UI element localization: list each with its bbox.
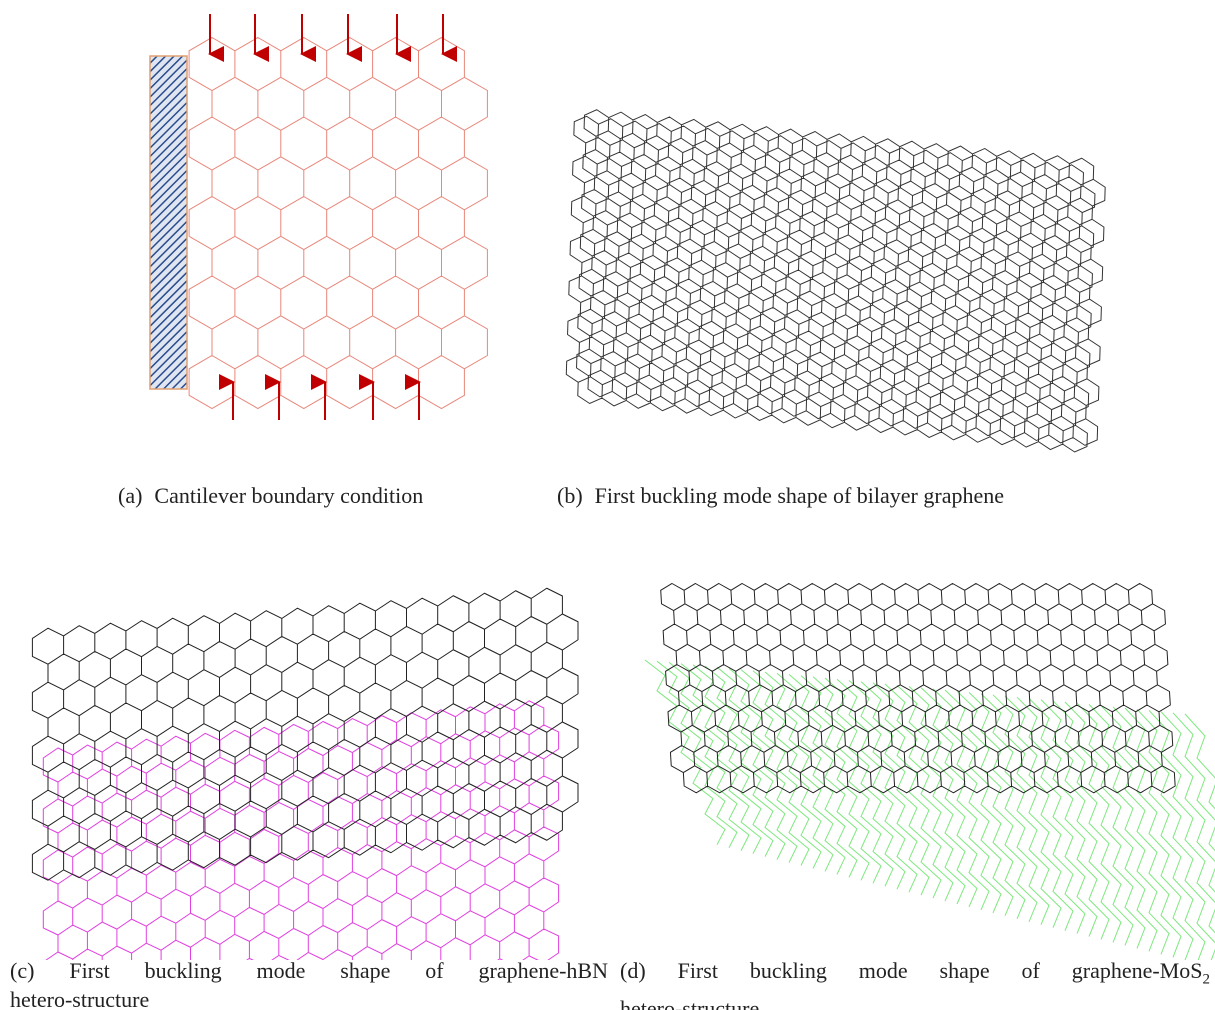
hex-cells [660,584,1175,793]
zigzag [1041,700,1121,943]
zigzag [777,673,857,877]
zigzag [729,668,809,865]
zigzag [705,666,785,860]
hex-cells [43,698,558,960]
hex-layer [565,115,1095,453]
hex-layer [32,586,578,882]
fixed-support [150,56,187,389]
hex-cells [565,115,1095,453]
caption-b: (b) First buckling mode shape of bilayer … [557,481,1004,510]
zigzag [717,667,797,862]
hex-layer [189,38,487,409]
lattice-b [565,108,1106,453]
zigzag [1053,701,1133,946]
hex-layer [43,698,558,960]
zigzag [1101,706,1181,958]
zigzag [693,665,773,857]
caption-subscript: 2 [1203,971,1211,987]
caption-text: hetero-structure [620,996,759,1010]
zigzag [1029,698,1109,939]
zigzag [897,685,977,907]
caption-label: (a) [118,483,142,508]
caption-text: Cantilever boundary condition [154,483,423,508]
zigzag [1125,708,1205,960]
caption-text: First buckling mode shape of graphene-Mo… [678,958,1203,983]
zigzag [1077,703,1157,951]
lattice-a [189,38,487,409]
zigzag [1017,697,1097,936]
caption-label: (d) [620,958,646,983]
zigzag [885,684,965,904]
zigzag [1065,702,1145,948]
zigzag [945,690,1025,919]
caption-d: (d) First buckling mode shape of graphen… [620,956,1210,1010]
zigzag [969,692,1049,924]
figure-drawings [0,0,1215,960]
caption-c: (c) First buckling mode shape of graphen… [10,956,608,1010]
hex-layer [660,584,1175,793]
caption-text: First buckling mode shape of bilayer gra… [595,483,1004,508]
caption-a: (a) Cantilever boundary condition [118,481,423,510]
caption-text: hetero-structure [10,987,149,1010]
zigzag [1089,704,1169,954]
lattice-c [32,586,578,960]
mos2-layer [645,660,1215,960]
zigzag [921,688,1001,913]
caption-label: (b) [557,483,583,508]
lattice-d [645,584,1215,961]
zigzag [741,670,821,869]
hex-cells [32,586,578,882]
zigzag [1113,707,1193,960]
zigzag [1005,696,1085,934]
zigzag [669,662,749,850]
hex-cells [189,38,487,409]
zigzag [849,680,929,895]
caption-label: (c) [10,958,34,983]
zigzag [825,678,905,889]
zigzag [1173,713,1215,960]
figure: (a) Cantilever boundary condition (b) Firs… [0,0,1215,1010]
caption-text: First buckling mode shape of graphene-hB… [69,958,608,983]
